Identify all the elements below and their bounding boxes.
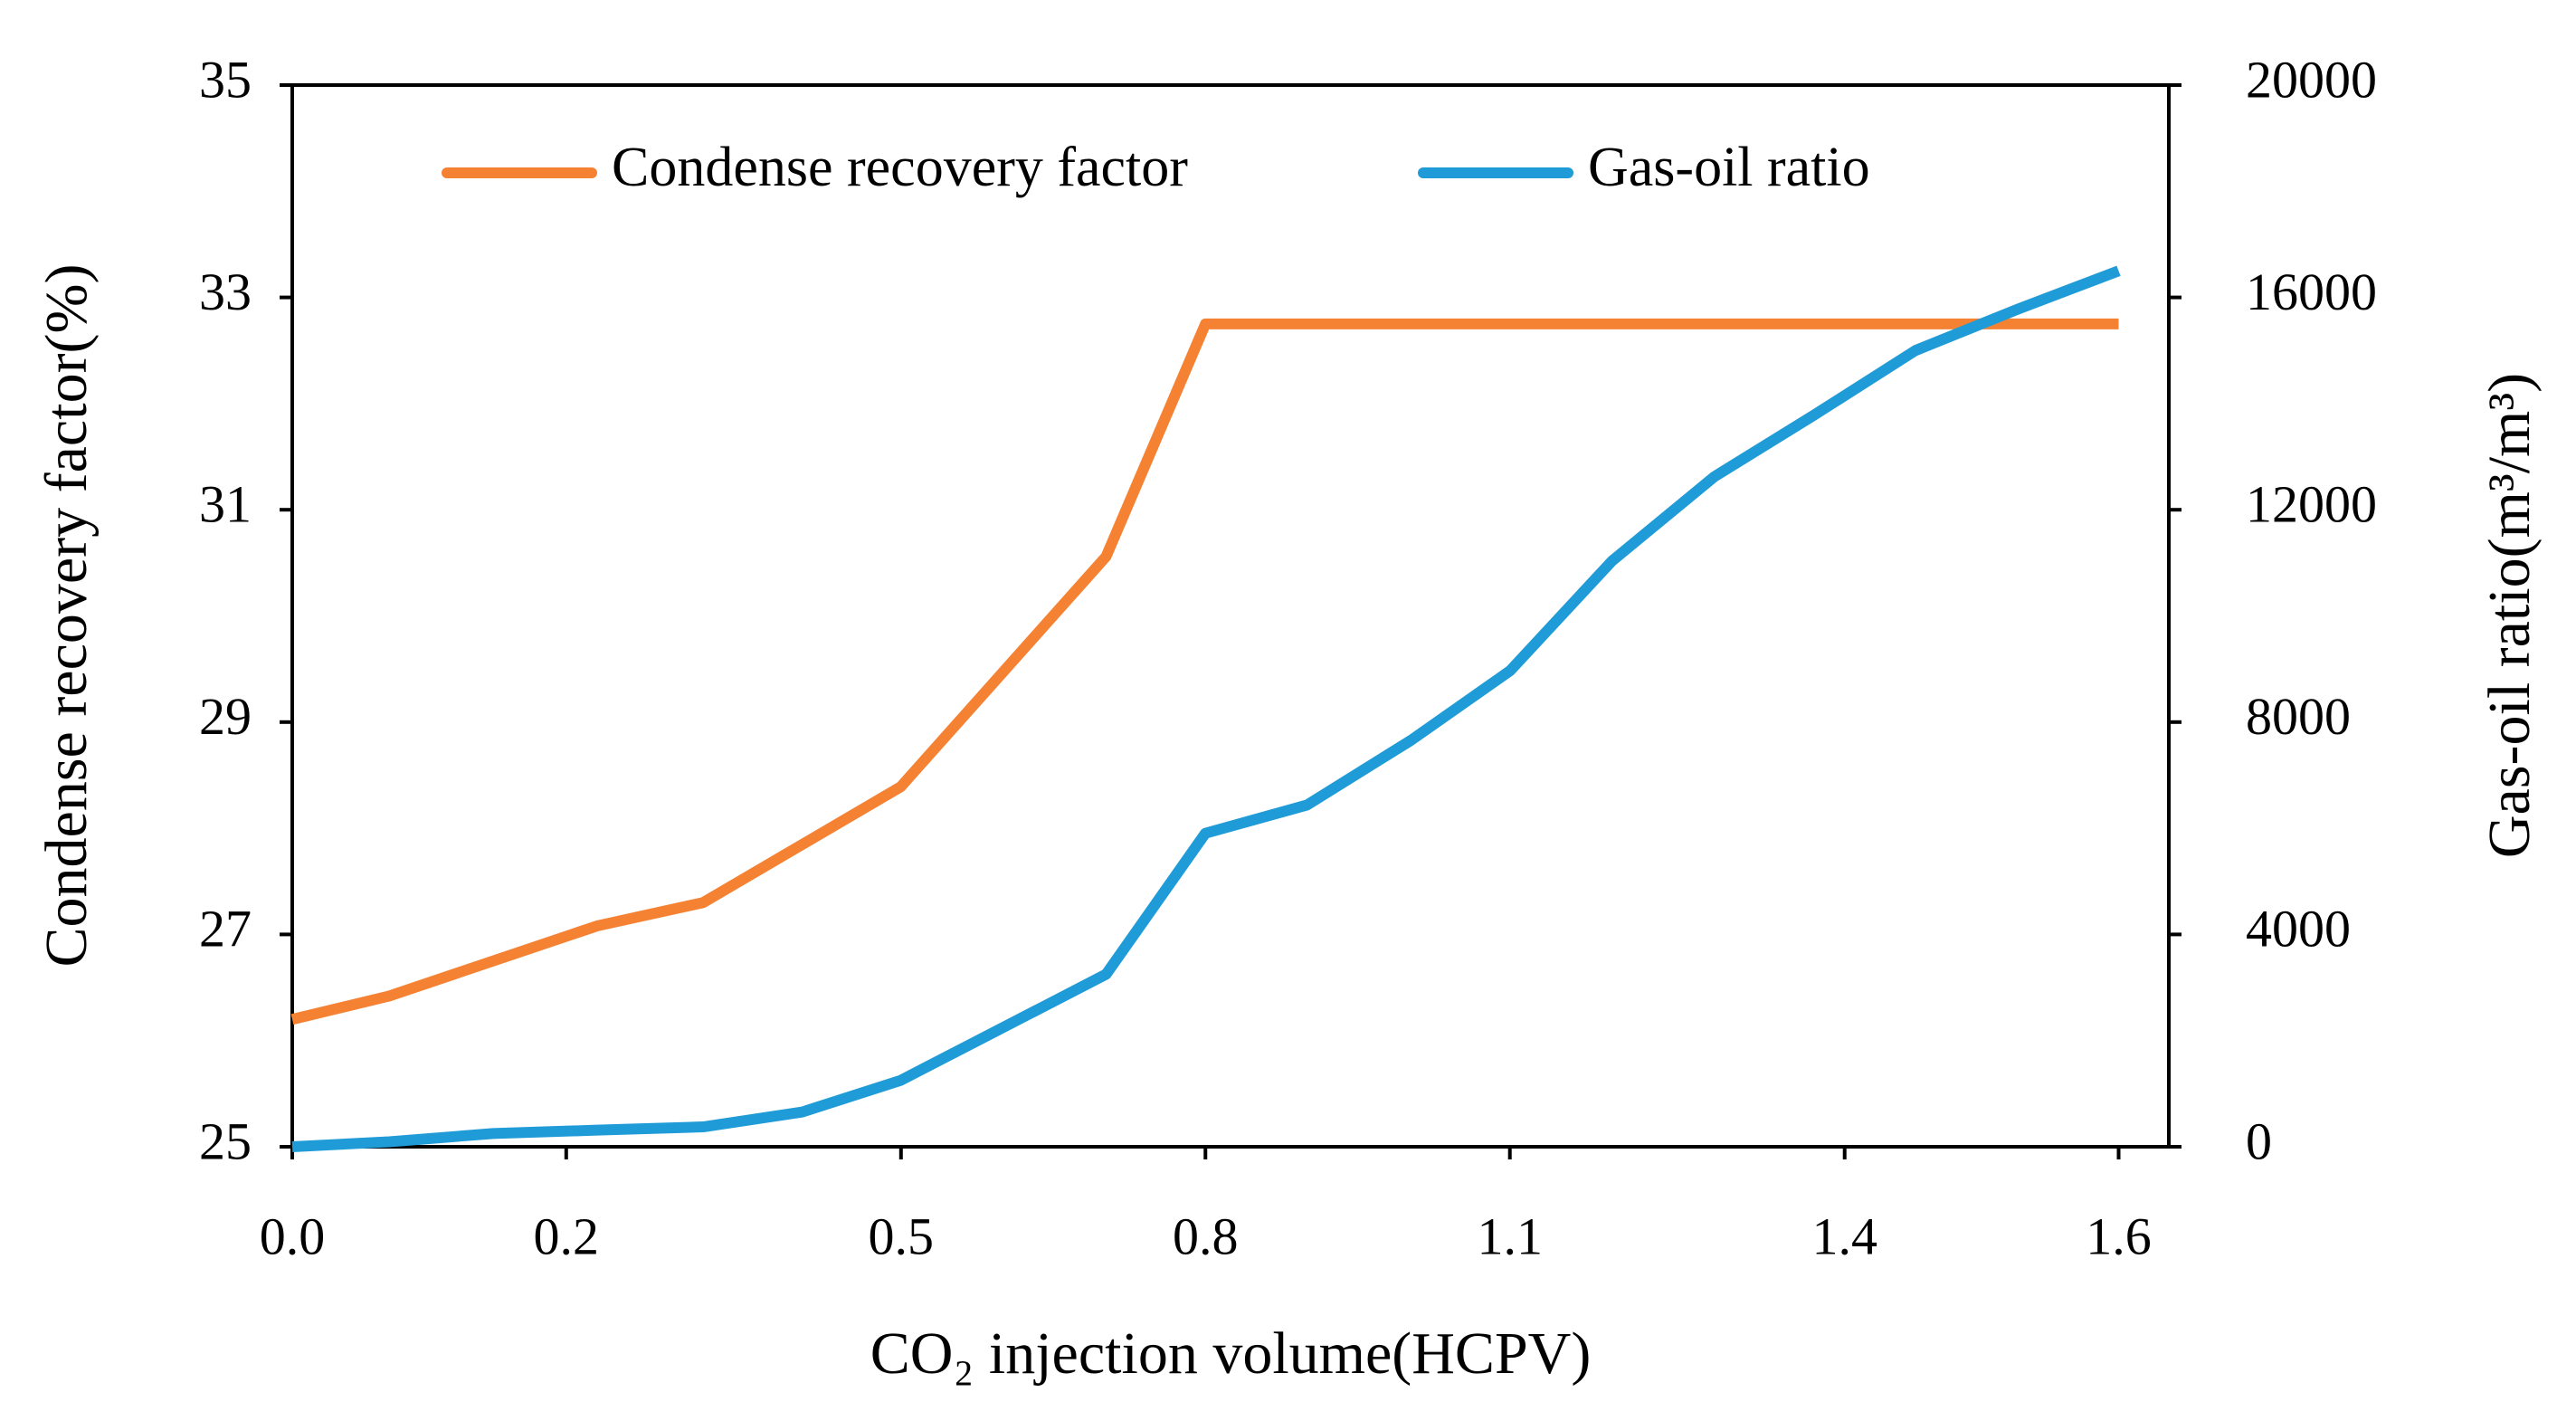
y-tick-label: 33 bbox=[199, 262, 252, 321]
y2-tick-label: 20000 bbox=[2246, 50, 2377, 109]
data-line bbox=[291, 265, 2121, 1152]
x-tick-label: 0.5 bbox=[869, 1206, 935, 1265]
y-axis-title: Condense recovery factor(%) bbox=[33, 264, 100, 968]
x-tick-label: 0.0 bbox=[260, 1206, 326, 1265]
x-tick-label: 1.1 bbox=[1477, 1206, 1543, 1265]
legend-label: Gas-oil ratio bbox=[1588, 137, 1870, 198]
y2-tick-label: 0 bbox=[2246, 1111, 2272, 1170]
y2-tick-label: 8000 bbox=[2246, 687, 2351, 746]
y2-tick-label: 16000 bbox=[2246, 262, 2377, 321]
y-tick-label: 35 bbox=[199, 50, 252, 109]
plot-frame bbox=[290, 83, 2171, 1149]
y2-axis-title: Gas-oil ratio(m³/m³) bbox=[2476, 373, 2543, 858]
x-tick-label: 1.6 bbox=[2086, 1206, 2152, 1265]
data-line bbox=[290, 318, 2119, 1025]
x-tick-label: 1.4 bbox=[1811, 1206, 1877, 1265]
x-axis-title: CO₂ injection volume(HCPV) bbox=[870, 1321, 1592, 1387]
y-tick-label: 29 bbox=[199, 687, 252, 746]
y2-tick-label: 4000 bbox=[2246, 900, 2351, 958]
x-tick-label: 0.8 bbox=[1173, 1206, 1239, 1265]
y-tick-label: 27 bbox=[199, 900, 252, 958]
y-tick-label: 25 bbox=[199, 1111, 252, 1170]
y2-tick-label: 12000 bbox=[2246, 475, 2377, 534]
legend-label: Condense recovery factor bbox=[612, 137, 1188, 198]
x-tick-label: 0.2 bbox=[534, 1206, 600, 1265]
y-tick-label: 31 bbox=[199, 475, 252, 534]
